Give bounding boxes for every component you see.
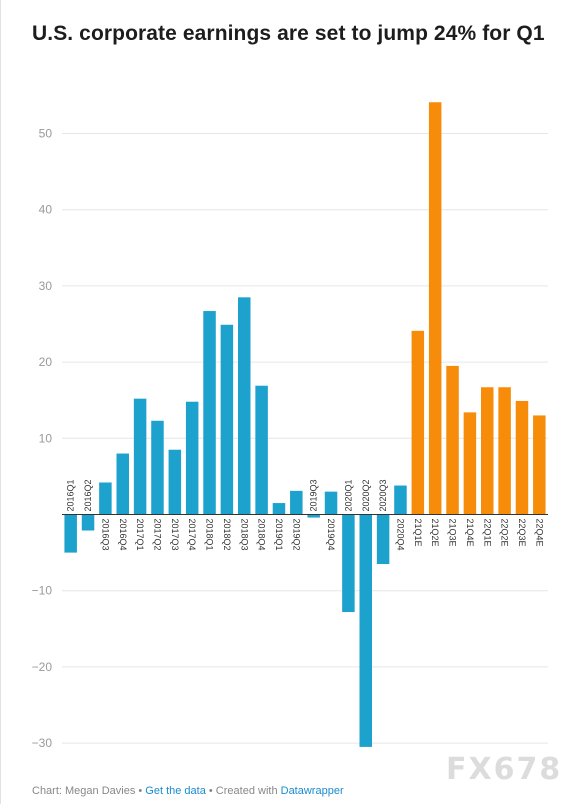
x-tick-label: 21Q3E <box>448 519 458 547</box>
bar-22Q3E <box>515 400 529 515</box>
y-axis-ticks: −30 −20 −10 10 20 30 40 50 <box>32 127 53 751</box>
x-tick-label: 2017Q1 <box>135 519 145 551</box>
footer-separator: • <box>135 785 146 797</box>
x-tick-label: 2020Q4 <box>395 519 405 551</box>
x-tick-label: 2019Q3 <box>309 479 319 511</box>
bar-2017Q1 <box>133 398 147 515</box>
bar-22Q4E <box>533 415 546 515</box>
bar-21Q4E <box>463 412 477 515</box>
x-tick-label: 2018Q1 <box>205 519 215 551</box>
x-tick-label: 22Q4E <box>534 519 544 547</box>
x-tick-label: 2016Q2 <box>83 479 93 511</box>
bar-2020Q1 <box>342 514 355 613</box>
bar-2016Q1 <box>64 514 77 553</box>
y-tick-label: 20 <box>39 355 53 369</box>
bar-2016Q3 <box>99 482 112 515</box>
bars <box>64 102 546 747</box>
footer-credit: Chart: Megan Davies <box>32 785 136 797</box>
bar-22Q2E <box>498 387 511 515</box>
x-tick-label: 22Q1E <box>482 519 492 547</box>
y-tick-label: 40 <box>39 203 53 217</box>
y-tick-label: −30 <box>32 736 53 750</box>
bar-22Q1E <box>481 387 494 515</box>
x-tick-label: 22Q2E <box>500 519 510 547</box>
bar-2018Q1 <box>203 311 216 515</box>
footer-created-with: • Created with <box>205 785 281 797</box>
y-tick-label: 10 <box>39 431 53 445</box>
bar-2016Q4 <box>116 453 129 515</box>
bar-2018Q3 <box>238 297 251 515</box>
y-tick-label: 50 <box>39 127 53 141</box>
x-tick-label: 2018Q4 <box>257 519 267 551</box>
bar-2017Q4 <box>185 401 199 515</box>
get-the-data-link[interactable]: Get the data <box>145 785 206 797</box>
left-border <box>0 0 1 804</box>
chart-title: U.S. corporate earnings are set to jump … <box>32 22 545 45</box>
bar-21Q2E <box>428 102 442 515</box>
bar-2017Q3 <box>168 449 182 515</box>
bar-2019Q2 <box>290 490 303 515</box>
x-tick-label: 2018Q2 <box>222 519 232 551</box>
bar-21Q3E <box>446 365 459 515</box>
x-tick-label: 2020Q3 <box>378 479 388 511</box>
x-tick-label: 2020Q2 <box>361 479 371 511</box>
x-tick-label: 2017Q2 <box>152 519 162 551</box>
datawrapper-link[interactable]: Datawrapper <box>280 785 344 797</box>
bar-2019Q1 <box>272 503 286 515</box>
x-tick-label: 21Q4E <box>465 519 475 547</box>
x-tick-label: 2018Q3 <box>239 519 249 551</box>
bar-2019Q4 <box>324 491 338 515</box>
y-tick-label: 30 <box>39 279 53 293</box>
bar-2016Q2 <box>81 514 95 531</box>
bar-21Q1E <box>411 330 425 515</box>
x-axis-labels: 2016Q1 2016Q2 2016Q3 2016Q4 2017Q1 2017Q2 2017… <box>66 479 545 550</box>
x-tick-label: 21Q1E <box>413 519 423 547</box>
bar-2019Q3 <box>307 514 320 518</box>
x-tick-label: 2016Q4 <box>118 519 128 551</box>
x-tick-label: 2017Q3 <box>170 519 180 551</box>
bar-2018Q2 <box>220 324 234 515</box>
bar-2020Q4 <box>394 485 407 515</box>
bar-2017Q2 <box>151 420 164 515</box>
bar-2018Q4 <box>255 385 268 515</box>
x-tick-label: 2019Q4 <box>326 519 336 551</box>
x-tick-label: 2020Q1 <box>343 479 353 511</box>
x-tick-label: 2016Q3 <box>100 519 110 551</box>
x-tick-label: 2019Q2 <box>291 519 301 551</box>
chart-footer: Chart: Megan Davies • Get the data • Cre… <box>32 785 344 797</box>
x-tick-label: 21Q2E <box>430 519 440 547</box>
x-tick-label: 22Q3E <box>517 519 527 547</box>
y-tick-label: −10 <box>32 584 53 598</box>
y-tick-label: −20 <box>32 660 53 674</box>
bar-2020Q2 <box>359 514 372 747</box>
x-tick-label: 2017Q4 <box>187 519 197 551</box>
bar-2020Q3 <box>376 514 390 565</box>
fx678-watermark: FX678 <box>446 752 563 787</box>
x-tick-label: 2019Q1 <box>274 519 284 551</box>
x-tick-label: 2016Q1 <box>66 479 76 511</box>
